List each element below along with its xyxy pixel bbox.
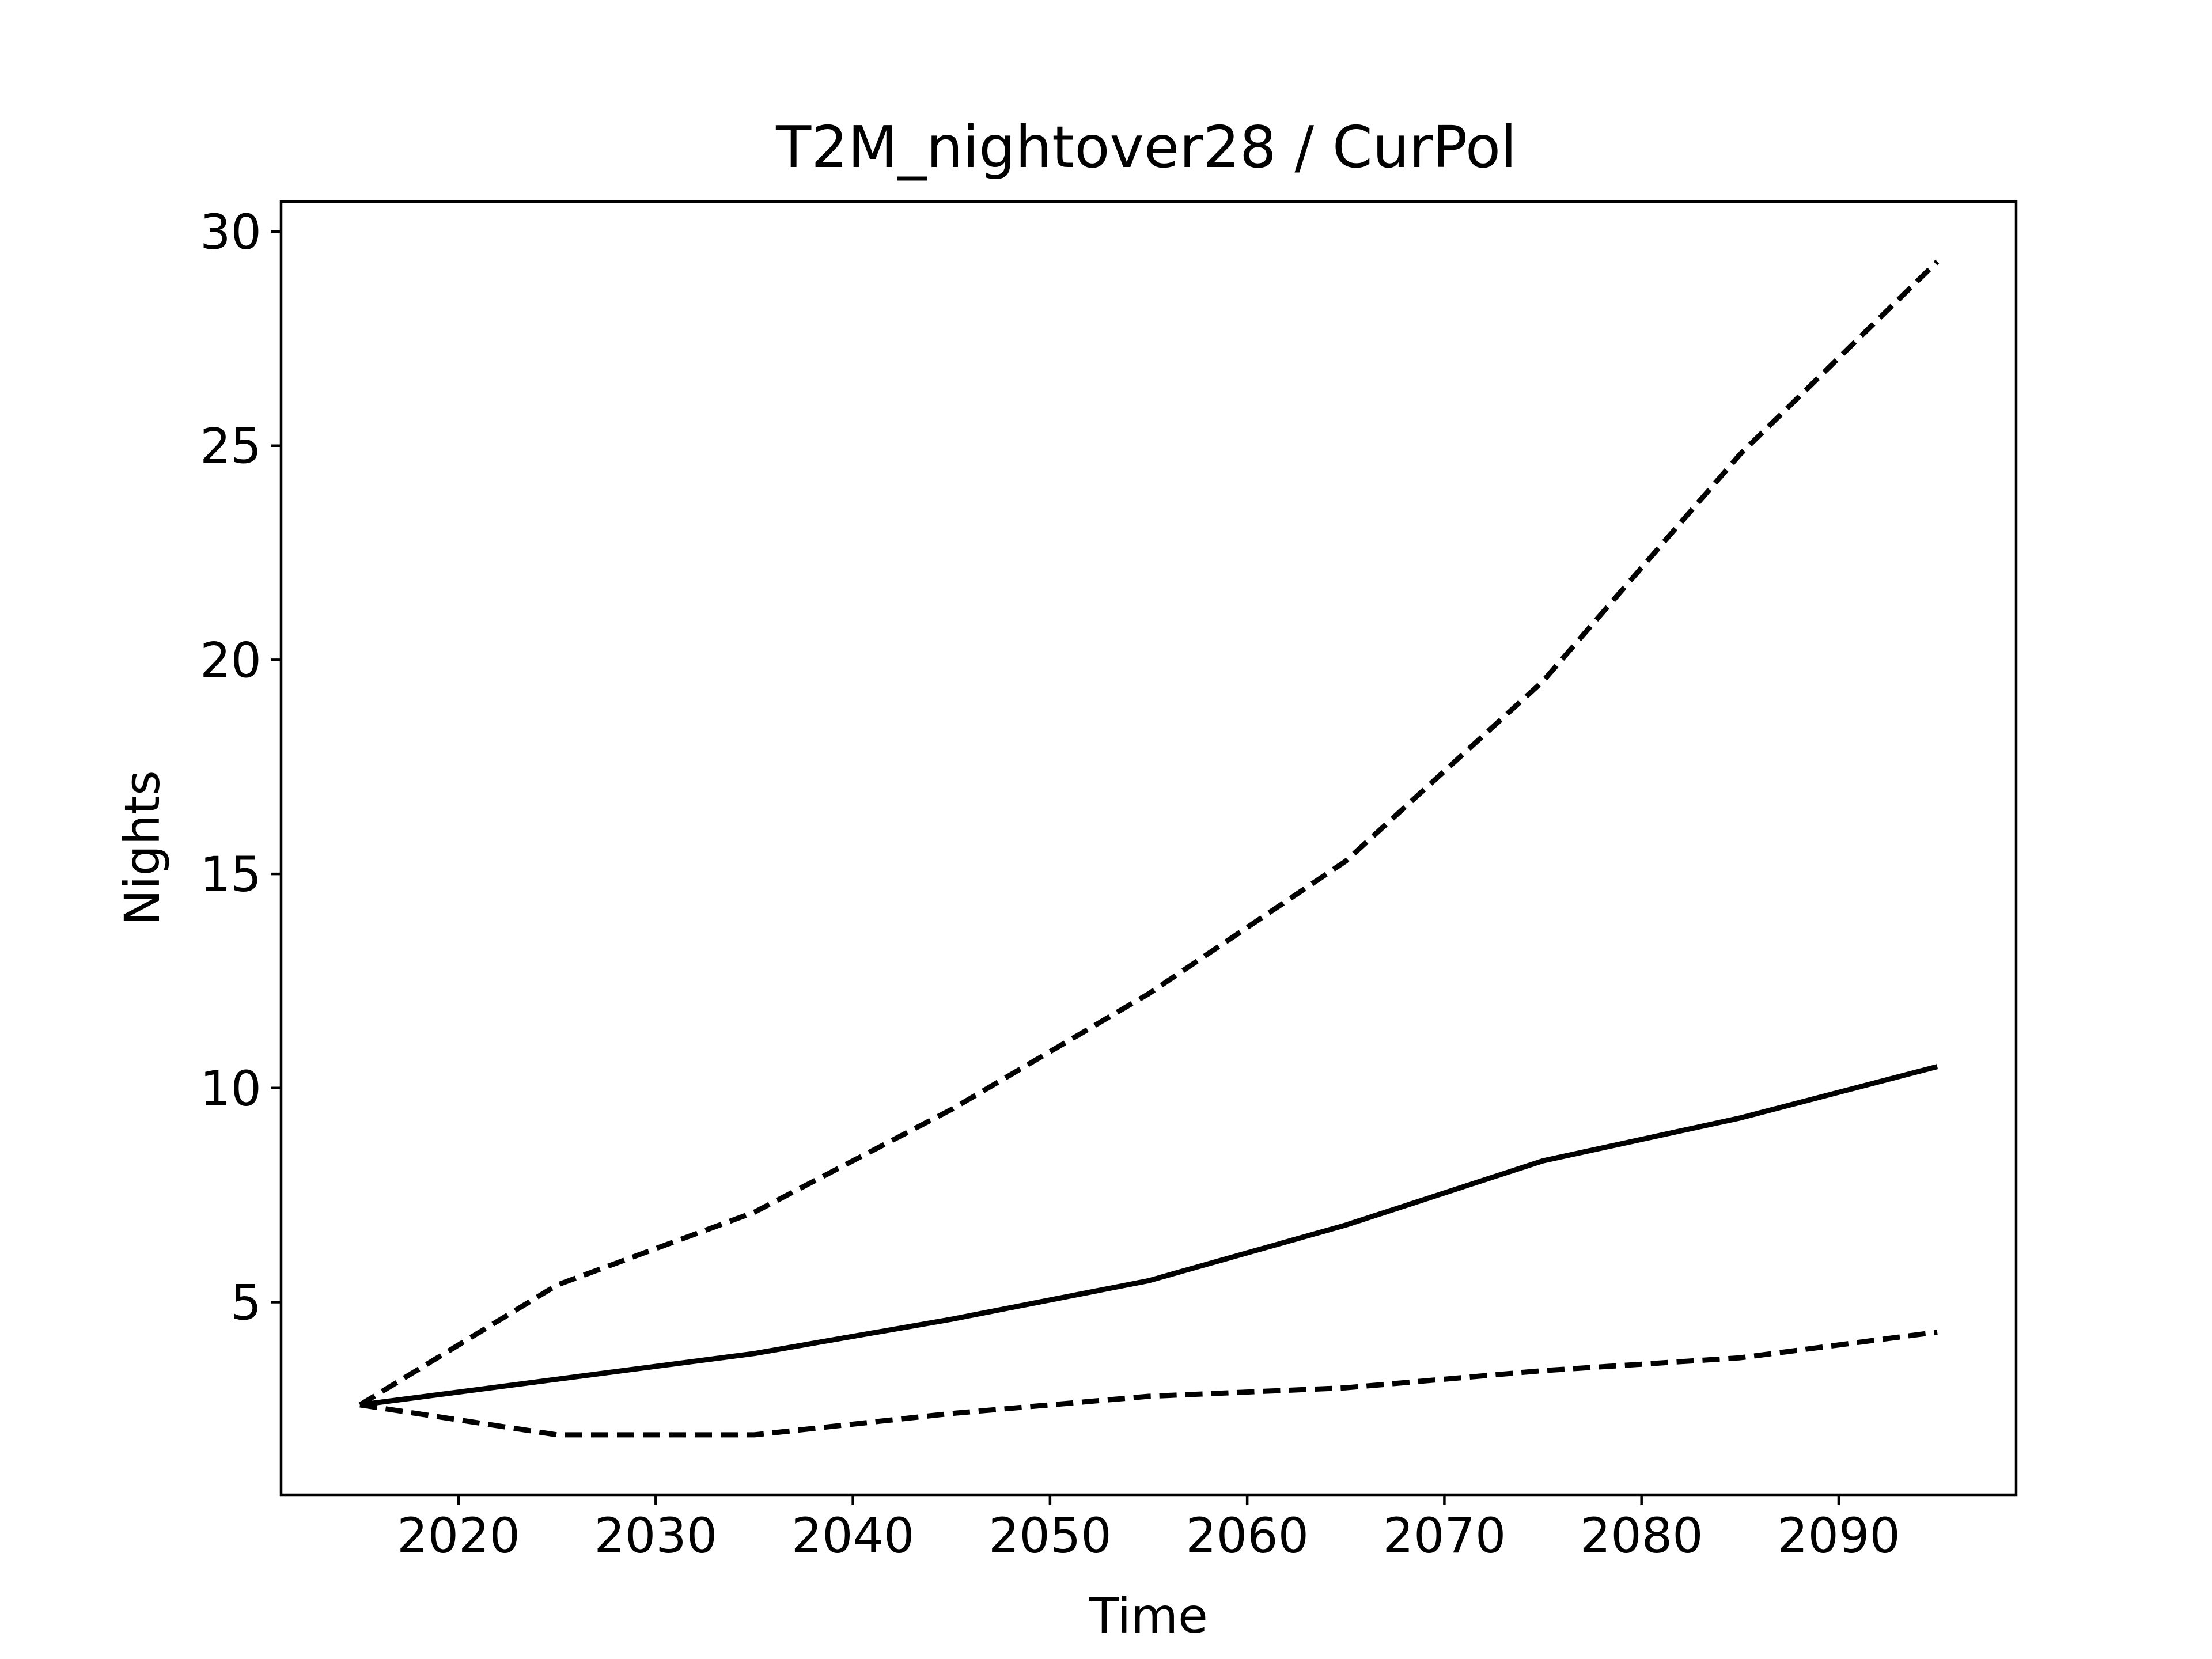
y-tick-label: 15 <box>200 846 262 903</box>
plot-area: 2020 2030 2040 2050 2060 2070 2080 2090 5101520… <box>200 200 2018 1564</box>
y-tick-label: 20 <box>200 632 262 688</box>
x-axis-ticks: 2020 2030 2040 2050 2060 2070 2080 2090 <box>397 1495 1900 1564</box>
y-tick-label: 25 <box>200 418 262 475</box>
x-tick-label: 2040 <box>791 1508 915 1564</box>
x-axis-label: Time <box>1089 1588 1208 1644</box>
axes-frame <box>279 200 2018 1497</box>
x-tick-label: 2080 <box>1580 1508 1703 1564</box>
y-axis-label: Nights <box>114 770 171 925</box>
series-line-3 <box>359 1330 1938 1438</box>
y-tick-label: 30 <box>200 204 262 260</box>
series-line-2 <box>358 259 1940 1407</box>
chart-title: T2M_nightover28 / CurPol <box>775 113 1517 181</box>
series-line-1 <box>359 1064 1938 1408</box>
y-tick-label: 10 <box>200 1060 262 1117</box>
x-tick-label: 2070 <box>1383 1508 1506 1564</box>
series-layer <box>358 259 1940 1438</box>
x-tick-label: 2060 <box>1185 1508 1309 1564</box>
x-tick-label: 2050 <box>988 1508 1112 1564</box>
x-tick-label: 2020 <box>397 1508 520 1564</box>
y-tick-label: 5 <box>231 1274 262 1331</box>
y-axis-ticks: 5 10 15 20 25 30 <box>200 204 281 1331</box>
x-tick-label: 2090 <box>1777 1508 1900 1564</box>
x-tick-label: 2030 <box>594 1508 717 1564</box>
